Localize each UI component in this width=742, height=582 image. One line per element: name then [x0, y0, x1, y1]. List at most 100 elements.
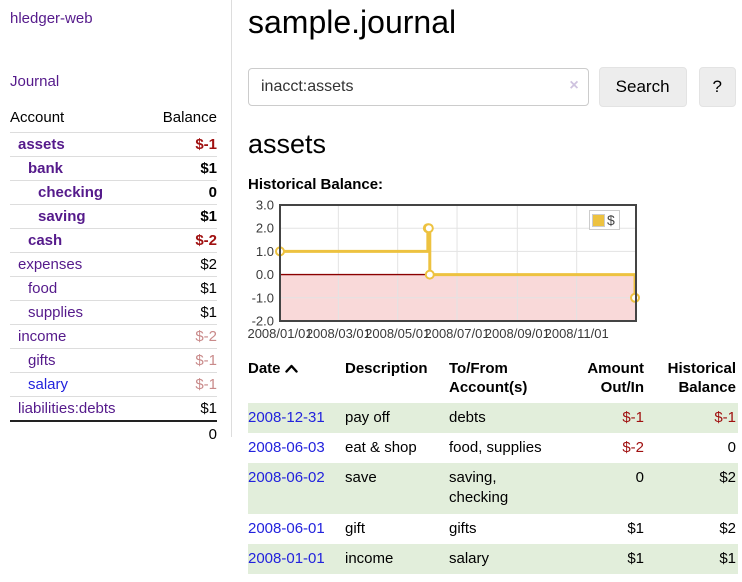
sidebar-account-liabilities:debts[interactable]: liabilities:debts [18, 400, 116, 417]
account-balance: $-1 [146, 372, 217, 397]
transaction-date-link[interactable]: 2008-06-02 [248, 469, 325, 486]
accounts-table: Account Balance assets $-1 bank $1 checking 0… [10, 106, 217, 447]
sidebar-account-checking[interactable]: checking [38, 184, 104, 201]
transaction-date-link[interactable]: 2008-06-03 [248, 438, 325, 456]
legend-swatch [592, 213, 605, 227]
transaction-balance: $1 [719, 549, 736, 567]
transaction-accounts: debts [449, 408, 486, 426]
register-row: 2008-12-31 pay off debts $-1 $-1 [248, 402, 738, 433]
sidebar-account-salary[interactable]: salary [28, 376, 69, 393]
account-row: food $1 [10, 276, 217, 301]
search-box: × [248, 68, 589, 106]
data-point[interactable] [423, 223, 434, 234]
data-point[interactable] [424, 269, 435, 280]
transaction-balance: $2 [719, 469, 736, 486]
plot-border [279, 204, 637, 322]
transaction-accounts: saving, checking [449, 469, 509, 507]
transaction-description: save [345, 469, 377, 486]
column-header-balance: Historical Balance [667, 360, 736, 396]
register-row: 2008-06-03 eat & shop food, supplies $-2 0 [248, 433, 738, 463]
account-heading: assets [248, 129, 327, 159]
account-balance: $1 [146, 300, 217, 325]
sidebar-account-gifts[interactable]: gifts [28, 352, 56, 369]
x-tick-label: 2008/05/01 [365, 326, 430, 341]
y-tick-label: 1.0 [256, 244, 274, 259]
journal-link[interactable]: Journal [10, 73, 60, 90]
app-title-link[interactable]: hledger-web [10, 10, 93, 27]
transaction-accounts: salary [449, 549, 490, 567]
sidebar-account-income[interactable]: income [18, 328, 67, 345]
account-balance: $-1 [146, 348, 217, 373]
transaction-date-link[interactable]: 2008-12-31 [248, 408, 325, 426]
register-table: Date Description To/From Account(s) Amou… [248, 357, 738, 574]
app-title: hledger-web [10, 10, 217, 27]
accounts-header-account: Account [10, 106, 147, 133]
transaction-amount: $1 [627, 549, 644, 567]
sidebar-account-saving[interactable]: saving [38, 208, 86, 225]
clear-search-icon[interactable]: × [569, 77, 579, 94]
sidebar-accounts-body: assets $-1 bank $1 checking 0 saving $1 cash $-2 e… [10, 132, 217, 422]
transaction-balance: $-1 [714, 408, 736, 426]
sidebar-account-bank[interactable]: bank [28, 160, 64, 177]
register-row: 2008-06-01 gift gifts $1 $2 [248, 514, 738, 544]
account-balance: $2 [146, 252, 217, 277]
account-row: supplies $1 [10, 300, 217, 325]
account-balance: $-2 [146, 324, 217, 349]
y-tick-label: -1.0 [252, 290, 274, 305]
account-balance: $-2 [146, 228, 217, 253]
historical-balance-chart[interactable]: 3.0 2.0 1.0 0.0 -1.0 -2.0 2008/01/01 2008/03/01… [247, 198, 740, 349]
chart-title: Historical Balance: [248, 176, 384, 193]
y-tick-label: 3.0 [256, 199, 274, 213]
sidebar-account-supplies[interactable]: supplies [28, 304, 84, 321]
account-row: saving $1 [10, 204, 217, 229]
transaction-amount: $-1 [622, 408, 644, 426]
balance-chart-svg: 3.0 2.0 1.0 0.0 -1.0 -2.02008/01/012008/03/01… [247, 198, 641, 341]
account-row: assets $-1 [10, 132, 217, 157]
x-tick-label: 2008/01/01 [248, 326, 313, 341]
account-row: cash $-2 [10, 228, 217, 253]
transaction-accounts: gifts [449, 519, 477, 537]
x-tick-label: 2008/03/01 [306, 326, 371, 341]
account-row: bank $1 [10, 156, 217, 181]
transaction-accounts: food, supplies [449, 438, 542, 456]
sidebar-account-assets[interactable]: assets [18, 136, 65, 153]
sidebar-account-cash[interactable]: cash [28, 232, 63, 249]
search-input[interactable] [248, 68, 589, 106]
accounts-header-balance: Balance [146, 106, 217, 133]
transaction-date-link[interactable]: 2008-06-01 [248, 519, 325, 537]
account-row: checking 0 [10, 180, 217, 205]
account-balance: $1 [146, 396, 217, 422]
transaction-balance: 0 [727, 438, 736, 456]
account-row: liabilities:debts $1 [10, 396, 217, 422]
transaction-description: pay off [345, 408, 390, 426]
transaction-balance: $2 [719, 519, 736, 537]
x-tick-label: 2008/09/01 [485, 326, 550, 341]
transaction-date-link[interactable]: 2008-01-01 [248, 549, 325, 567]
accounts-table-header: Account Balance [10, 106, 217, 133]
main-content: sample.journal × Search ? assets Histori… [232, 0, 742, 574]
transaction-description: income [345, 549, 394, 567]
account-balance: $1 [146, 204, 217, 229]
x-tick-label: 2008/11/01 [545, 326, 609, 341]
y-tick-label: 0.0 [256, 267, 274, 282]
legend-label: $ [607, 212, 615, 228]
sidebar-total-balance: 0 [146, 420, 217, 447]
y-tick-label: -2.0 [252, 314, 274, 329]
transaction-amount: $-2 [622, 438, 644, 456]
transaction-amount: $1 [627, 519, 644, 537]
account-balance: $-1 [146, 132, 217, 157]
search-button[interactable]: Search [598, 67, 687, 107]
y-tick-label: 2.0 [256, 221, 274, 236]
sidebar-account-food[interactable]: food [28, 280, 58, 297]
column-header-date[interactable]: Date [248, 357, 345, 403]
register-header-row: Date Description To/From Account(s) Amou… [248, 357, 738, 403]
account-balance: 0 [146, 180, 217, 205]
sidebar-account-expenses[interactable]: expenses [18, 256, 83, 273]
chart-legend: $ [589, 210, 620, 230]
transaction-description: gift [345, 519, 366, 537]
column-header-amount: Amount Out/In [587, 360, 644, 396]
transaction-amount: 0 [635, 469, 644, 486]
column-header-accounts: To/From Account(s) [449, 360, 528, 396]
help-button[interactable]: ? [698, 67, 736, 107]
sidebar-item-journal: Journal [10, 73, 217, 90]
